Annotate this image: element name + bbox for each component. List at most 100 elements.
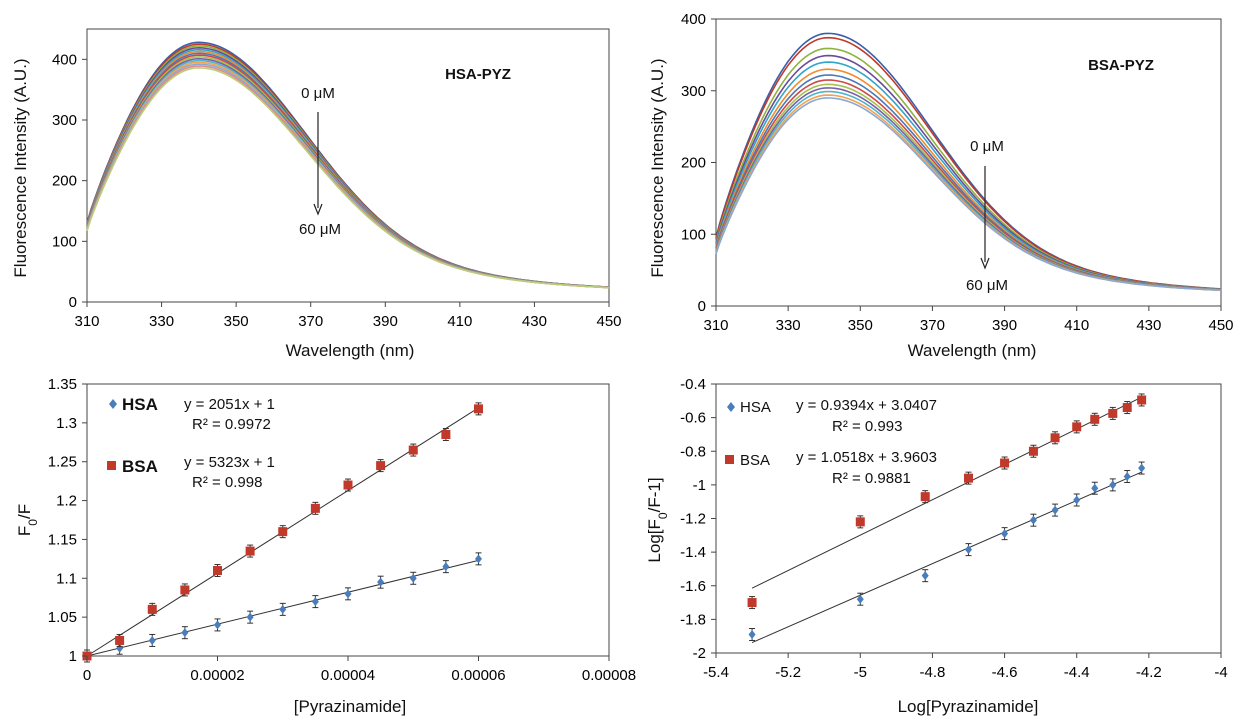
bsa-log-r2: R² = 0.9881 — [832, 470, 911, 487]
legend-bsa-marker-log — [725, 455, 734, 464]
bsa-sv-equation: y = 5323x + 1 — [184, 454, 275, 471]
x-tick-label: 0.00006 — [451, 667, 505, 684]
y-tick-label: 1.1 — [56, 570, 77, 587]
hsa-point — [921, 571, 929, 581]
legend-hsa-marker-log — [727, 402, 735, 412]
hsa-spectra-panel: 310 330 350 370 390 410 430 450 0 100 200 300 400 H… — [11, 28, 622, 360]
bsa-point — [310, 503, 320, 513]
y-tick-label: 0 — [69, 294, 77, 311]
bsa-fit-line — [751, 396, 1142, 589]
double-log-ylabel: Log[F0/F-1] — [645, 477, 670, 562]
y-tick-label: -1.6 — [680, 578, 706, 595]
y-tick-label: 200 — [681, 155, 706, 172]
x-tick-label: 410 — [1064, 317, 1089, 334]
spectrum-line — [86, 59, 610, 289]
hsa-annotation-start: 0 μM — [301, 85, 335, 102]
y-tick-label: 200 — [52, 173, 77, 190]
bsa-point — [920, 492, 930, 502]
x-tick-label: 330 — [776, 317, 801, 334]
hsa-log-r2: R² = 0.993 — [832, 418, 902, 435]
x-tick-label: 350 — [224, 313, 249, 330]
bsa-point — [855, 517, 865, 527]
x-tick-label: 390 — [373, 313, 398, 330]
y-tick-label: 1.25 — [48, 454, 77, 471]
y-tick-label: 1.35 — [48, 376, 77, 393]
x-tick-label: -4.2 — [1136, 664, 1162, 681]
bsa-spectra-ylabel: Fluorescence Intensity (A.U.) — [648, 58, 667, 277]
bsa-point — [408, 445, 418, 455]
bsa-point — [1090, 414, 1100, 424]
bsa-spectra-title: BSA-PYZ — [1088, 57, 1154, 74]
hsa-sv-equation: y = 2051x + 1 — [184, 396, 275, 413]
bsa-point — [1108, 408, 1118, 418]
bsa-spectra-panel: 310 330 350 370 390 410 430 450 0 100 200 300 400 B… — [648, 11, 1234, 360]
spectrum-line — [715, 54, 1222, 291]
bsa-log-equation: y = 1.0518x + 3.9603 — [796, 449, 937, 466]
hsa-quench-arrowhead — [313, 203, 323, 216]
hsa-sv-r2: R² = 0.9972 — [192, 416, 271, 433]
x-tick-label: 370 — [920, 317, 945, 334]
x-tick-label: 0.00008 — [582, 667, 636, 684]
y-tick-label: 100 — [52, 233, 77, 250]
bsa-point — [147, 604, 157, 614]
y-tick-label: 1.2 — [56, 493, 77, 510]
x-tick-label: -4.4 — [1064, 664, 1090, 681]
double-log-xlabel: Log[Pyrazinamide] — [898, 697, 1039, 716]
legend-bsa-label-log: BSA — [740, 452, 770, 469]
spectrum-line — [86, 56, 610, 289]
bsa-point — [1122, 403, 1132, 413]
x-tick-label: -4.8 — [919, 664, 945, 681]
y-tick-label: -2 — [693, 645, 706, 662]
hsa-point — [1109, 480, 1117, 490]
bsa-sv-r2: R² = 0.998 — [192, 474, 262, 491]
y-tick-label: 1.3 — [56, 415, 77, 432]
spectrum-line — [86, 57, 610, 289]
bsa-spectra-xlabel: Wavelength (nm) — [908, 341, 1037, 360]
x-tick-label: 390 — [992, 317, 1017, 334]
hsa-point — [409, 573, 417, 583]
bsa-annotation-end: 60 μM — [966, 277, 1008, 294]
legend-hsa-marker — [109, 399, 117, 409]
x-tick-label: 370 — [298, 313, 323, 330]
hsa-spectra-ylabel: Fluorescence Intensity (A.U.) — [11, 58, 30, 277]
spectrum-line — [86, 52, 610, 289]
bsa-point — [115, 635, 125, 645]
y-tick-label: 1.15 — [48, 531, 77, 548]
spectrum-line — [86, 63, 610, 289]
hsa-point — [279, 604, 287, 614]
bsa-point — [474, 404, 483, 414]
legend-bsa-label: BSA — [122, 457, 158, 476]
spectrum-line — [86, 50, 610, 289]
hsa-point — [748, 630, 756, 640]
y-tick-label: -0.4 — [680, 376, 706, 393]
hsa-point — [1123, 471, 1131, 481]
x-tick-label: 430 — [522, 313, 547, 330]
hsa-point — [1029, 515, 1037, 525]
hsa-point — [344, 589, 352, 599]
hsa-fit-line — [751, 471, 1142, 644]
x-tick-label: 310 — [703, 317, 728, 334]
y-tick-label: 300 — [681, 83, 706, 100]
x-tick-label: -5 — [854, 664, 867, 681]
x-tick-label: -4 — [1214, 664, 1227, 681]
hsa-point — [442, 562, 450, 572]
bsa-annotation-start: 0 μM — [970, 138, 1004, 155]
y-tick-label: -1.4 — [680, 544, 706, 561]
hsa-spectra-plot-frame — [86, 28, 610, 303]
y-tick-label: 1.05 — [48, 609, 77, 626]
legend-hsa-label-log: HSA — [740, 399, 771, 416]
spectrum-line — [86, 66, 610, 289]
x-tick-label: 310 — [74, 313, 99, 330]
y-tick-label: 400 — [52, 51, 77, 68]
x-tick-label: 0.00004 — [321, 667, 375, 684]
y-tick-label: 0 — [698, 298, 706, 315]
bsa-point — [245, 546, 255, 556]
y-tick-label: -0.6 — [680, 410, 706, 427]
y-tick-label: -0.8 — [680, 443, 706, 460]
bsa-point — [376, 461, 386, 471]
spectrum-line — [86, 61, 610, 289]
hsa-point — [1001, 529, 1009, 539]
bsa-point — [1050, 433, 1060, 443]
hsa-point — [246, 612, 254, 622]
